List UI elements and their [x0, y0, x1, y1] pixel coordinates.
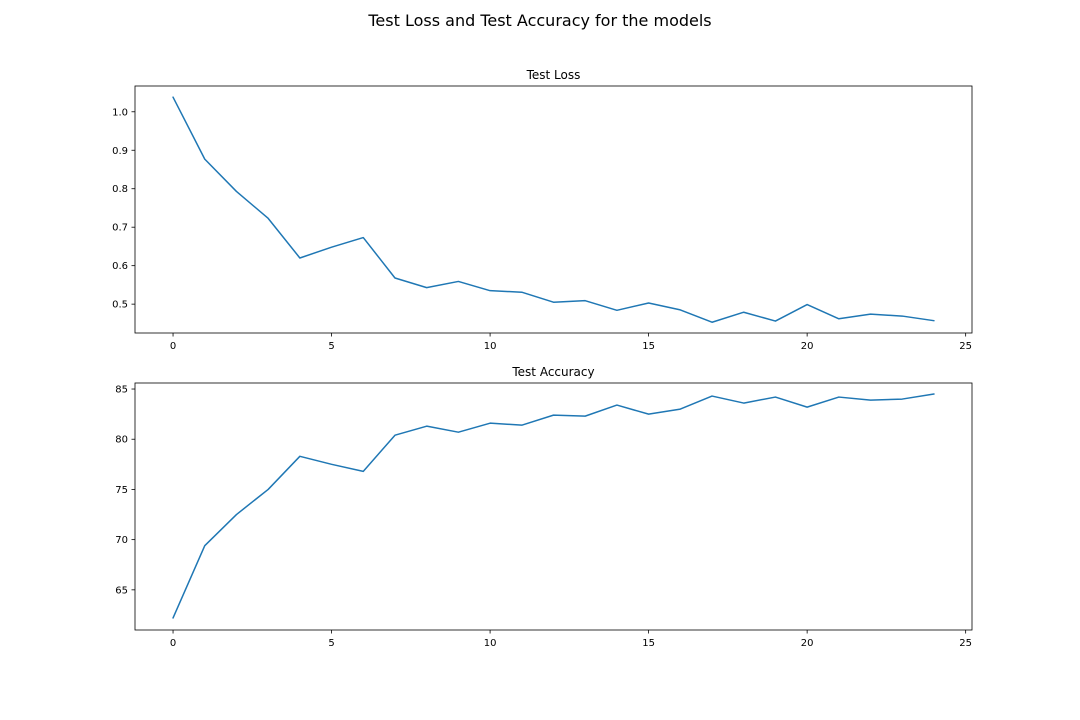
test-accuracy-y-tick-label: 80	[115, 435, 128, 446]
test-loss-y-tick-label: 0.8	[112, 184, 128, 195]
test-accuracy-y-tick-label: 65	[115, 585, 128, 596]
test-loss-x-tick-label: 0	[170, 341, 176, 352]
test-accuracy-y-tick-label: 75	[115, 485, 128, 496]
figure-title: Test Loss and Test Accuracy for the mode…	[367, 11, 711, 30]
test-loss-x-tick-label: 5	[328, 341, 334, 352]
test-accuracy-title: Test Accuracy	[511, 365, 594, 379]
test-accuracy-y-tick-label: 70	[115, 535, 128, 546]
test-accuracy-plot-frame	[134, 382, 973, 631]
test-loss-axes: Test Loss 0 5 10 15 20 25 0.5 0.6 0.7 0.8 0.9 1.0	[112, 68, 973, 352]
test-accuracy-axes: Test Accuracy 0 5 10 15 20 25 65 70 75 80 85	[115, 365, 973, 649]
test-accuracy-x-tick-label: 10	[484, 638, 497, 649]
test-loss-title: Test Loss	[526, 68, 581, 82]
test-loss-x-tick-label: 10	[484, 341, 497, 352]
test-accuracy-x-tick-label: 0	[170, 638, 176, 649]
test-loss-y-tick-label: 1.0	[112, 107, 128, 118]
test-accuracy-y-tick-label: 85	[115, 385, 128, 396]
test-loss-y-tick-label: 0.5	[112, 300, 128, 311]
test-loss-y-tick-label: 0.6	[112, 261, 128, 272]
test-accuracy-x-tick-label: 25	[959, 638, 972, 649]
test-loss-y-tick-label: 0.7	[112, 223, 128, 234]
test-loss-x-tick-label: 15	[642, 341, 655, 352]
test-accuracy-x-tick-label: 20	[801, 638, 814, 649]
test-loss-x-tick-label: 25	[959, 341, 972, 352]
test-loss-y-tick-label: 0.9	[112, 146, 128, 157]
test-loss-x-tick-label: 20	[801, 341, 814, 352]
test-accuracy-x-tick-label: 5	[328, 638, 334, 649]
test-accuracy-x-tick-label: 15	[642, 638, 655, 649]
test-loss-plot-frame	[134, 85, 973, 334]
